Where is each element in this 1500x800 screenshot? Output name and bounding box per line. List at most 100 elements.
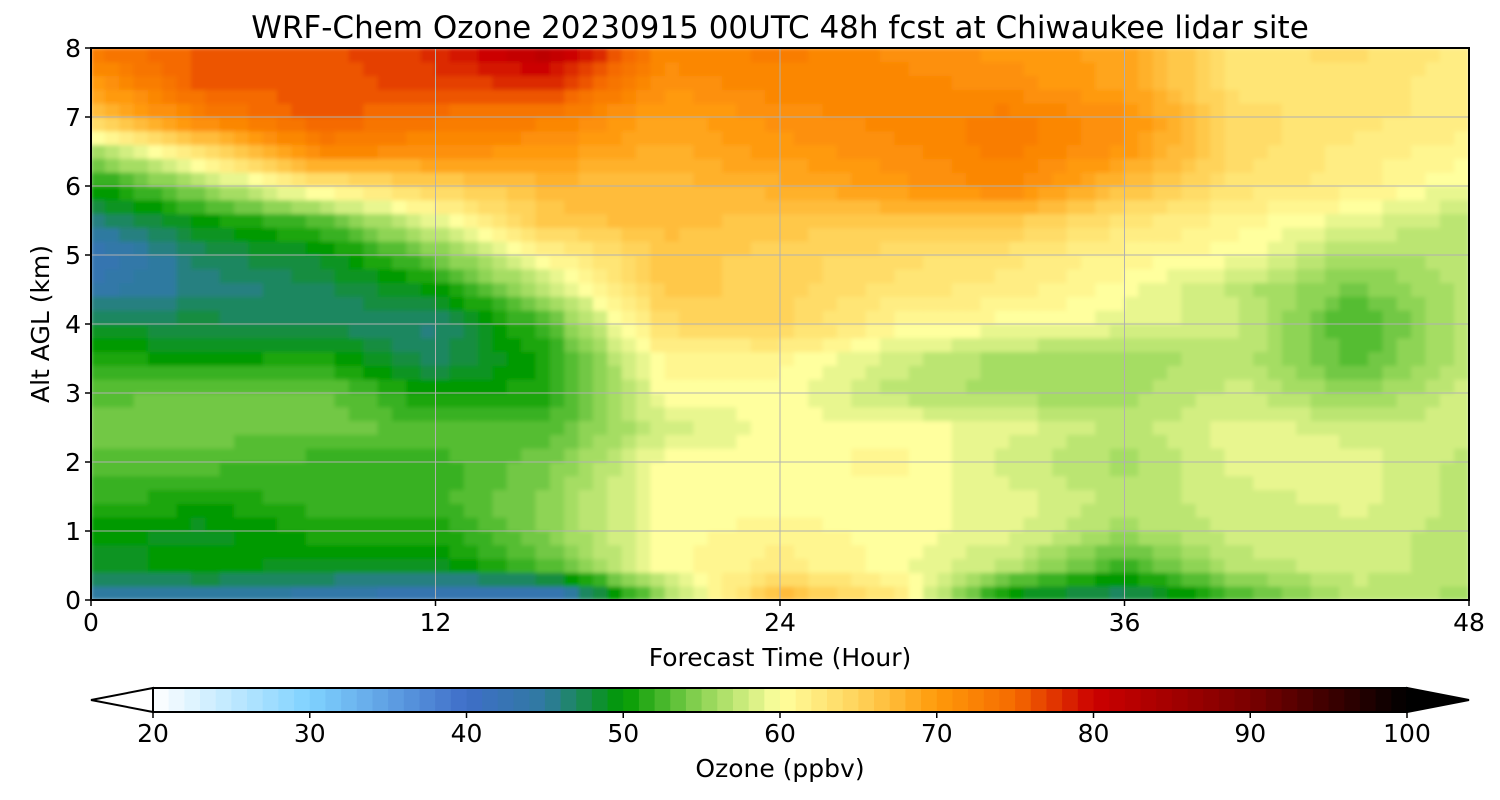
- contour-cell: [406, 102, 422, 118]
- contour-cell: [621, 282, 637, 297]
- contour-cell: [1324, 544, 1341, 560]
- contour-cell: [133, 323, 149, 339]
- contour-cell: [808, 392, 824, 408]
- contour-cell: [621, 116, 637, 132]
- contour-cell: [435, 323, 451, 339]
- contour-cell: [1238, 213, 1255, 228]
- contour-cell: [492, 475, 508, 491]
- contour-cell: [1080, 558, 1097, 573]
- contour-cell: [391, 544, 408, 560]
- contour-cell: [693, 489, 709, 504]
- colorbar-level: [764, 688, 781, 712]
- contour-cell: [1009, 48, 1025, 63]
- contour-cell: [119, 116, 135, 132]
- contour-cell: [549, 61, 566, 77]
- contour-cell: [750, 75, 767, 90]
- contour-cell: [1267, 88, 1283, 104]
- chart-title: WRF-Chem Ozone 20230915 00UTC 48h fcst a…: [251, 10, 1309, 46]
- contour-cell: [1138, 130, 1154, 146]
- contour-cell: [564, 392, 580, 408]
- contour-cell: [305, 447, 322, 463]
- contour-cell: [966, 75, 982, 90]
- contour-cell: [1281, 571, 1298, 587]
- contour-cell: [506, 282, 523, 297]
- contour-cell: [1454, 157, 1469, 173]
- contour-cell: [607, 254, 623, 270]
- contour-cell: [219, 48, 236, 63]
- contour-cell: [722, 420, 738, 435]
- contour-cell: [1396, 530, 1413, 546]
- contour-cell: [1095, 88, 1111, 104]
- contour-cell: [549, 157, 566, 173]
- y-tick-label: 7: [65, 103, 81, 132]
- contour-cell: [1109, 171, 1125, 187]
- contour-cell: [219, 88, 236, 104]
- contour-cell: [1124, 378, 1140, 394]
- contour-cell: [406, 585, 422, 600]
- contour-cell: [1109, 88, 1125, 104]
- contour-cell: [320, 544, 336, 560]
- contour-cell: [549, 433, 566, 449]
- contour-cell: [836, 571, 853, 587]
- contour-cell: [592, 323, 609, 339]
- contour-cell: [147, 516, 164, 532]
- contour-cell: [1267, 199, 1283, 215]
- contour-cell: [348, 392, 365, 408]
- contour-cell: [1080, 144, 1097, 159]
- contour-cell: [291, 254, 307, 270]
- contour-cell: [1023, 309, 1039, 325]
- contour-cell: [478, 461, 494, 477]
- contour-cell: [1124, 48, 1140, 63]
- contour-cell: [635, 516, 652, 532]
- contour-cell: [951, 171, 968, 187]
- contour-cell: [133, 530, 149, 546]
- contour-cell: [363, 489, 379, 504]
- contour-cell: [119, 337, 135, 353]
- contour-cell: [219, 144, 236, 159]
- contour-cell: [119, 61, 135, 77]
- contour-cell: [420, 585, 436, 600]
- contour-cell: [435, 144, 451, 159]
- contour-cell: [104, 309, 121, 325]
- contour-cell: [635, 585, 652, 600]
- contour-cell: [1152, 392, 1169, 408]
- contour-cell: [176, 48, 192, 63]
- contour-cell: [980, 240, 996, 256]
- contour-cell: [851, 558, 867, 573]
- contour-cell: [894, 461, 910, 477]
- contour-cell: [693, 502, 709, 518]
- contour-cell: [851, 530, 867, 546]
- contour-cell: [521, 144, 537, 159]
- contour-cell: [320, 337, 336, 353]
- contour-cell: [406, 157, 422, 173]
- contour-cell: [1439, 406, 1456, 422]
- contour-cell: [1425, 489, 1441, 504]
- contour-cell: [1310, 185, 1326, 201]
- contour-cell: [1066, 433, 1082, 449]
- contour-cell: [463, 323, 480, 339]
- contour-cell: [391, 144, 408, 159]
- contour-cell: [535, 420, 551, 435]
- contour-cell: [205, 544, 221, 560]
- contour-cell: [277, 75, 293, 90]
- contour-cell: [348, 406, 365, 422]
- contour-cell: [133, 144, 149, 159]
- contour-cell: [1095, 185, 1111, 201]
- contour-cell: [104, 75, 121, 90]
- contour-cell: [1052, 585, 1068, 600]
- contour-cell: [879, 378, 896, 394]
- contour-cell: [162, 530, 178, 546]
- contour-cell: [1080, 544, 1097, 560]
- contour-cell: [391, 378, 408, 394]
- contour-cell: [1195, 295, 1212, 311]
- contour-cell: [564, 585, 580, 600]
- contour-cell: [1167, 406, 1183, 422]
- contour-cell: [966, 171, 982, 187]
- contour-cell: [607, 268, 623, 284]
- contour-cell: [1167, 61, 1183, 77]
- contour-cell: [1281, 392, 1298, 408]
- contour-cell: [391, 516, 408, 532]
- contour-cell: [248, 171, 264, 187]
- contour-cell: [248, 420, 264, 435]
- contour-cell: [736, 585, 752, 600]
